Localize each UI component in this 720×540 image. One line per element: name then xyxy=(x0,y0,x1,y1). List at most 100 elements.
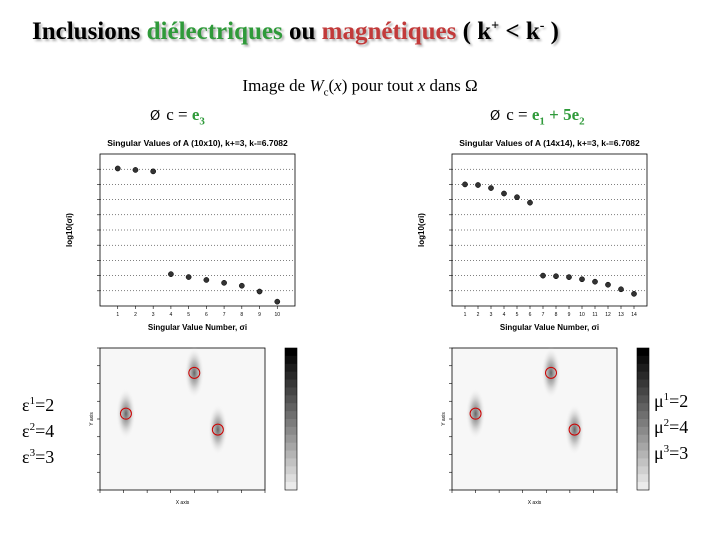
eps-sym: ε xyxy=(22,447,30,467)
colorbar-frame xyxy=(636,347,650,491)
inclusion-marker xyxy=(469,407,482,420)
data-point xyxy=(185,274,192,280)
epsilon-item: ε3=3 xyxy=(22,442,54,468)
colorbar-cell xyxy=(285,363,297,373)
x-tick-label: 3 xyxy=(152,312,155,318)
x-axis-label: Singular Value Number, σi xyxy=(148,323,247,332)
colorbar-cell xyxy=(285,482,297,491)
x-tick-label: 5 xyxy=(187,312,190,318)
x-axis-label: Singular Value Number, σi xyxy=(500,323,599,332)
mu-list: μ1=2 μ2=4 μ3=3 xyxy=(654,386,688,464)
data-point xyxy=(256,288,263,295)
colorbar-cell xyxy=(637,434,649,444)
mu-val: =4 xyxy=(669,417,689,437)
data-point xyxy=(553,273,559,280)
y-axis-label: Y axis xyxy=(89,412,95,426)
subtitle-x2: x xyxy=(417,76,426,95)
y-axis-label: Y axis xyxy=(441,412,447,426)
data-point xyxy=(238,282,245,289)
subtitle-post: dans Ω xyxy=(425,76,478,95)
x-tick-label: 8 xyxy=(555,312,558,318)
mu-sym: μ xyxy=(654,443,664,463)
mu-sup: 3 xyxy=(663,443,670,455)
eps-val: =2 xyxy=(35,395,55,415)
eps-sup: 2 xyxy=(29,421,36,433)
colorbar-cell xyxy=(285,355,297,365)
data-point xyxy=(579,276,585,283)
x-tick-label: 9 xyxy=(258,312,261,318)
colorbar-cell xyxy=(637,363,649,373)
colorbar-cell xyxy=(285,411,297,420)
colorbar-cell xyxy=(285,450,297,459)
x-tick-label: 2 xyxy=(134,312,137,318)
inclusion-marker xyxy=(568,423,581,436)
colorbar-cell xyxy=(285,379,297,388)
title-text-ou: ou xyxy=(282,18,322,45)
y-axis-label: log10(σi) xyxy=(65,213,74,247)
subtitle: Image de Wc(x) pour tout x dans Ω xyxy=(0,76,720,98)
mu-item: μ2=4 xyxy=(654,412,688,438)
subtitle-mid1: ( xyxy=(328,76,335,95)
inclusion-marker xyxy=(211,423,224,436)
eps-sup: 1 xyxy=(29,395,36,407)
eps-sym: ε xyxy=(22,395,30,415)
mu-val: =2 xyxy=(669,391,689,411)
colorbar-cell xyxy=(285,419,297,428)
epsilon-list: ε1=2 ε2=4 ε3=3 xyxy=(22,390,54,468)
colorbar-cell xyxy=(637,458,649,467)
title-close: ) xyxy=(544,18,559,45)
intensity-blob xyxy=(564,403,585,456)
colorbar-cell xyxy=(285,395,297,404)
intensity-blob xyxy=(207,403,228,456)
subtitle-w: W xyxy=(309,76,324,95)
mu-sup: 2 xyxy=(663,417,670,429)
colorbar-cell xyxy=(637,474,649,483)
data-point xyxy=(274,298,281,305)
colorbar-cell xyxy=(637,450,649,459)
eps-val: =4 xyxy=(35,421,55,441)
subtitle-wsub: c xyxy=(323,86,329,99)
right-case-v2-sub: 2 xyxy=(579,115,585,128)
colorbar-cell xyxy=(637,442,649,452)
data-point xyxy=(618,286,624,293)
x-tick-label: 13 xyxy=(618,312,624,318)
colorbar-cell xyxy=(285,348,297,357)
colorbar-cell xyxy=(285,434,297,444)
data-point xyxy=(527,199,533,206)
x-tick-label: 7 xyxy=(223,312,226,318)
left-case-prefix: c = xyxy=(166,105,192,124)
colorbar-cell xyxy=(637,403,649,412)
title-text-1: Inclusions xyxy=(32,18,147,45)
image-map-right: X axis Y axis xyxy=(441,346,650,506)
mu-val: =3 xyxy=(669,443,689,463)
data-point xyxy=(514,194,520,201)
right-case-v1: e xyxy=(531,105,540,124)
data-point xyxy=(132,167,139,173)
title-magnetiques: magnétiques xyxy=(321,18,457,45)
title-plus: + xyxy=(491,18,500,34)
mu-sup: 1 xyxy=(663,391,670,403)
x-tick-label: 1 xyxy=(116,312,119,318)
x-tick-label: 4 xyxy=(503,312,506,318)
title-k: ( k xyxy=(456,18,492,45)
title-minus: - xyxy=(539,18,545,34)
colorbar-cell xyxy=(285,474,297,483)
title-k2: < k xyxy=(499,18,540,45)
colorbar-cell xyxy=(637,379,649,388)
colorbar-cell xyxy=(637,355,649,365)
inclusion-marker xyxy=(188,366,201,379)
x-tick-label: 10 xyxy=(274,312,280,318)
data-point xyxy=(114,165,121,172)
singular-values-chart-right: Singular Values of A (14x14), k+=3, k-=6… xyxy=(417,138,648,332)
data-point xyxy=(462,181,468,188)
x-tick-label: 5 xyxy=(516,312,519,318)
subtitle-mid2: ) pour tout xyxy=(341,76,418,95)
arrow-icon: Ø xyxy=(150,109,161,124)
data-point xyxy=(221,279,227,286)
colorbar-cell xyxy=(637,411,649,420)
colorbar-cell xyxy=(637,348,649,357)
colorbar-cell xyxy=(637,466,649,475)
data-point xyxy=(203,277,210,283)
colorbar-cell xyxy=(285,371,297,381)
